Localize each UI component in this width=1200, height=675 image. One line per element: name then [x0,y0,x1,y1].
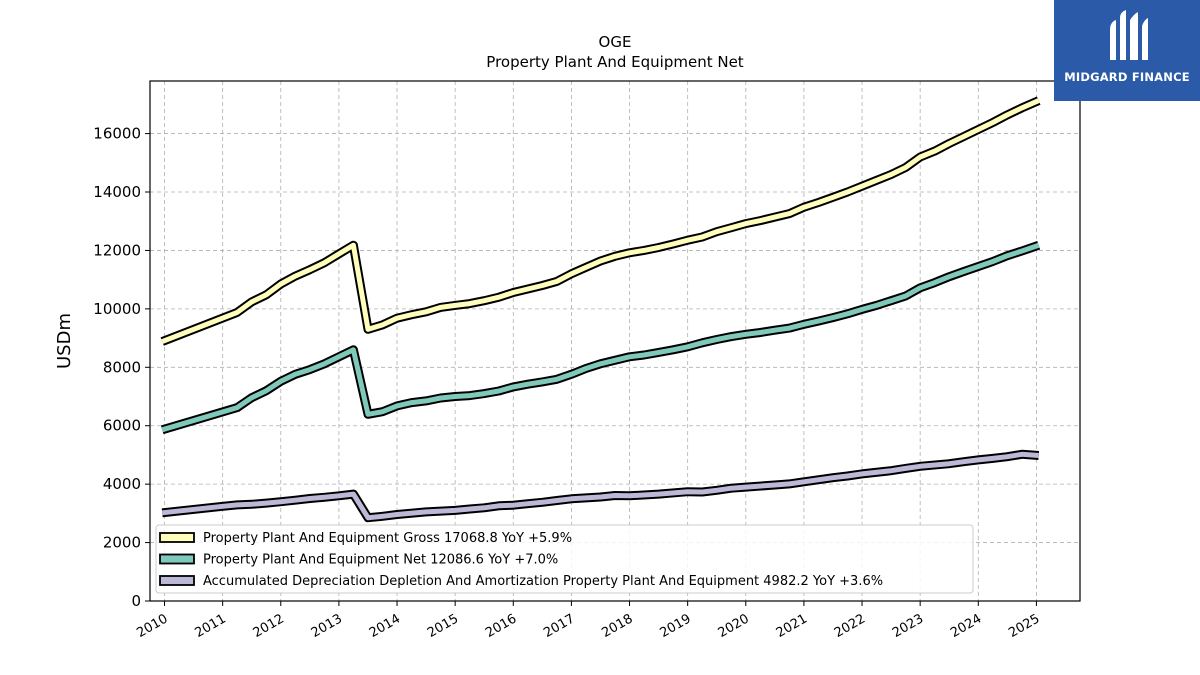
plot-area [150,81,1080,601]
x-tick-label: 2015 [425,611,461,641]
series-line [161,242,1040,433]
y-tick-label: 2000 [103,534,141,552]
x-tick-label: 2016 [483,611,519,641]
legend-swatch [159,575,195,586]
legend-box [155,524,974,594]
x-tick-label: 2010 [134,611,170,641]
legend: Property Plant And Equipment Gross 17068… [155,524,974,594]
x-tick-label: 2020 [716,611,752,641]
legend-swatch [159,553,195,565]
legend-label: Accumulated Depreciation Depletion And A… [203,574,883,589]
series-line [161,451,1039,521]
x-tick-label: 2017 [541,611,577,641]
y-tick-label: 10000 [93,300,141,318]
x-tick-label: 2012 [251,611,287,641]
chart-title: OGE [599,33,632,51]
x-tick-label: 2018 [599,611,635,641]
brand-name: MIDGARD FINANCE [1064,70,1190,84]
y-tick-label: 6000 [103,417,141,435]
legend-label: Property Plant And Equipment Net 12086.6… [203,553,558,568]
brand-logo-icon [1110,10,1148,60]
x-tick-label: 2022 [832,611,868,641]
x-tick-label: 2014 [367,611,403,641]
y-tick-label: 16000 [93,125,141,143]
legend-swatch [159,532,195,543]
y-tick-label: 4000 [103,475,141,493]
x-tick-label: 2021 [774,611,810,641]
y-tick-label: 8000 [103,358,141,376]
plot-frame [149,80,1081,602]
y-tick-label: 0 [131,592,141,610]
legend-label: Property Plant And Equipment Gross 17068… [203,531,572,546]
y-tick-label: 12000 [93,241,141,259]
x-tick-label: 2011 [192,611,228,641]
x-tick-label: 2013 [309,611,345,641]
chart-subtitle: Property Plant And Equipment Net [486,53,743,71]
x-tick-label: 2023 [890,611,926,641]
series-line [161,98,1040,344]
x-tick-label: 2025 [1006,611,1042,641]
y-axis-label: USDm [54,313,75,369]
x-tick-label: 2019 [657,611,693,641]
x-tick-label: 2024 [948,611,984,641]
y-tick-label: 14000 [93,183,141,201]
brand-logo: MIDGARD FINANCE [1054,0,1200,101]
series-lines [160,96,1041,523]
grid-lines [150,81,1080,602]
